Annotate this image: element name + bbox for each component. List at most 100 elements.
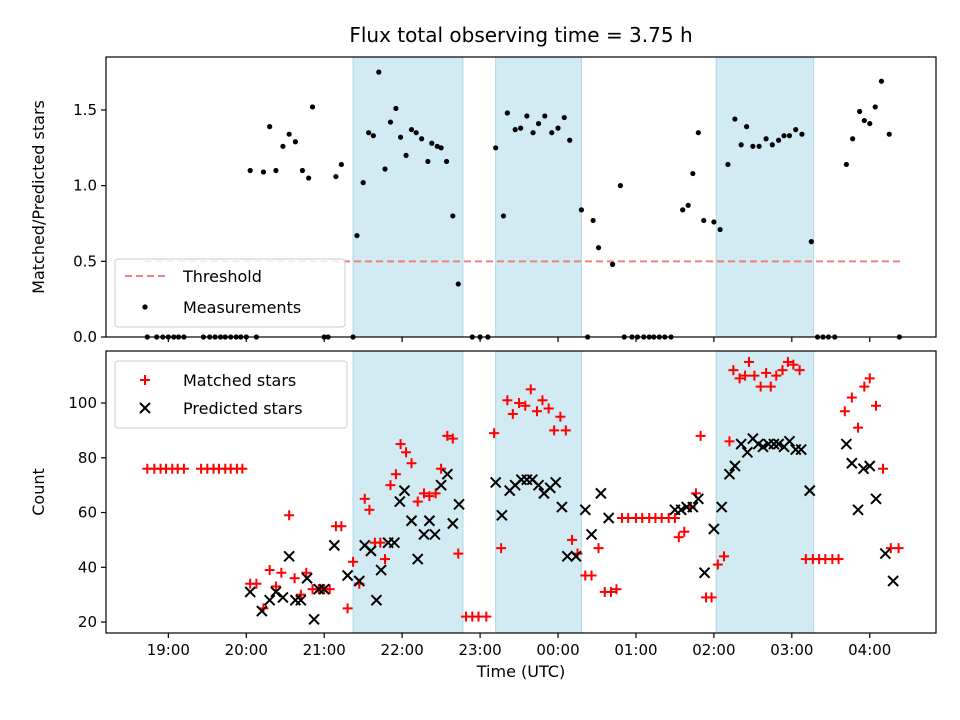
predicted-point	[585, 528, 598, 541]
measurement-point	[769, 142, 775, 148]
matched-point	[418, 488, 429, 499]
measurement-point	[685, 202, 691, 208]
measurement-point	[260, 169, 267, 175]
xlabel: Time (UTC)	[476, 662, 565, 681]
measurement-point	[530, 130, 536, 136]
matched-point	[502, 395, 513, 406]
predicted-point	[887, 575, 899, 587]
matched-point	[295, 589, 306, 600]
legend-measurements-swatch	[142, 304, 148, 310]
measurement-point	[504, 110, 510, 116]
predicted-point	[318, 583, 330, 595]
predicted-point	[708, 523, 720, 535]
predicted-point	[772, 438, 785, 450]
predicted-point	[256, 605, 268, 617]
matched-point	[436, 463, 447, 474]
measurement-point	[549, 130, 555, 136]
predicted-point	[723, 468, 736, 480]
matched-point	[749, 370, 760, 381]
matched-point	[567, 534, 578, 545]
matched-point	[846, 392, 857, 403]
matched-point	[430, 488, 441, 499]
predicted-point	[735, 438, 747, 450]
predicted-point	[341, 569, 354, 582]
measurement-point	[366, 130, 372, 136]
predicted-point	[365, 545, 377, 557]
matched-point	[395, 439, 406, 450]
bottom-ytick-label: 20	[78, 613, 97, 631]
measurement-point	[292, 139, 298, 145]
predicted-point	[857, 463, 870, 475]
predicted-point	[864, 460, 876, 472]
measurement-point	[786, 133, 793, 139]
matched-point	[390, 469, 401, 480]
predicted-point	[263, 594, 276, 606]
measurement-point	[542, 113, 548, 119]
xtick-label: 19:00	[147, 641, 190, 659]
bottom-panel: 20 40 60 80 100 19:00 20:00 21:00 22:00 23:00 00:0…	[29, 350, 937, 681]
xtick-label: 23:00	[458, 641, 501, 659]
measurement-point	[578, 207, 584, 213]
matched-point	[669, 513, 680, 524]
predicted-point	[435, 479, 447, 491]
measurement-point	[273, 167, 279, 174]
measurement-point	[867, 120, 873, 127]
matched-point	[531, 406, 542, 417]
bottom-ylabel: Count	[29, 468, 48, 516]
predicted-point	[308, 613, 320, 626]
measurement-point	[450, 213, 456, 219]
legend-measurements-label: Measurements	[183, 298, 301, 317]
measurement-point	[680, 207, 686, 213]
matched-point	[560, 425, 571, 436]
predicted-point	[804, 484, 816, 497]
matched-point	[893, 543, 904, 554]
measurement-point	[247, 167, 253, 174]
predicted-point	[556, 501, 568, 513]
measurement-point	[280, 143, 286, 149]
matched-point	[593, 543, 604, 554]
predicted-point	[595, 487, 607, 500]
matched-point	[765, 381, 776, 392]
measurement-point	[370, 133, 376, 139]
measurement-point	[333, 173, 339, 180]
top-shaded-band-0	[352, 56, 464, 338]
top-ytick-label: 1.5	[73, 101, 97, 119]
measurement-point	[387, 119, 394, 125]
matched-point	[761, 367, 772, 378]
matched-point	[878, 463, 889, 474]
predicted-point	[447, 517, 459, 530]
bottom-legend	[114, 360, 348, 429]
measurement-point	[561, 114, 567, 121]
predicted-point	[840, 438, 853, 450]
xtick-label: 01:00	[614, 641, 657, 659]
matched-point	[375, 537, 386, 548]
measurement-point	[595, 245, 602, 251]
xtick-label: 03:00	[770, 641, 813, 659]
matched-point	[424, 491, 435, 502]
matched-point	[543, 403, 554, 414]
measurement-point	[493, 145, 499, 151]
measurement-point	[299, 167, 305, 174]
predicted-point	[783, 435, 796, 448]
measurement-point	[408, 127, 415, 133]
bottom-shaded-band-0	[352, 350, 464, 634]
measurement-point	[857, 108, 863, 115]
predicted-point	[375, 564, 387, 576]
measurement-point	[354, 232, 360, 239]
matched-point	[695, 430, 706, 441]
predicted-point	[532, 479, 545, 491]
measurement-point	[512, 127, 518, 133]
legend-matched-swatch	[140, 375, 150, 385]
legend-predicted-swatch	[139, 402, 151, 414]
predicted-point	[405, 515, 418, 527]
xtick-label: 21:00	[303, 641, 346, 659]
matched-point	[385, 480, 396, 491]
measurement-point	[775, 137, 782, 143]
matched-point	[537, 395, 548, 406]
bottom-frame	[105, 350, 937, 634]
measurement-point	[267, 124, 273, 130]
matched-point	[489, 428, 500, 439]
measurement-point	[738, 142, 744, 148]
measurement-point	[403, 152, 409, 158]
predicted-point	[496, 509, 508, 521]
